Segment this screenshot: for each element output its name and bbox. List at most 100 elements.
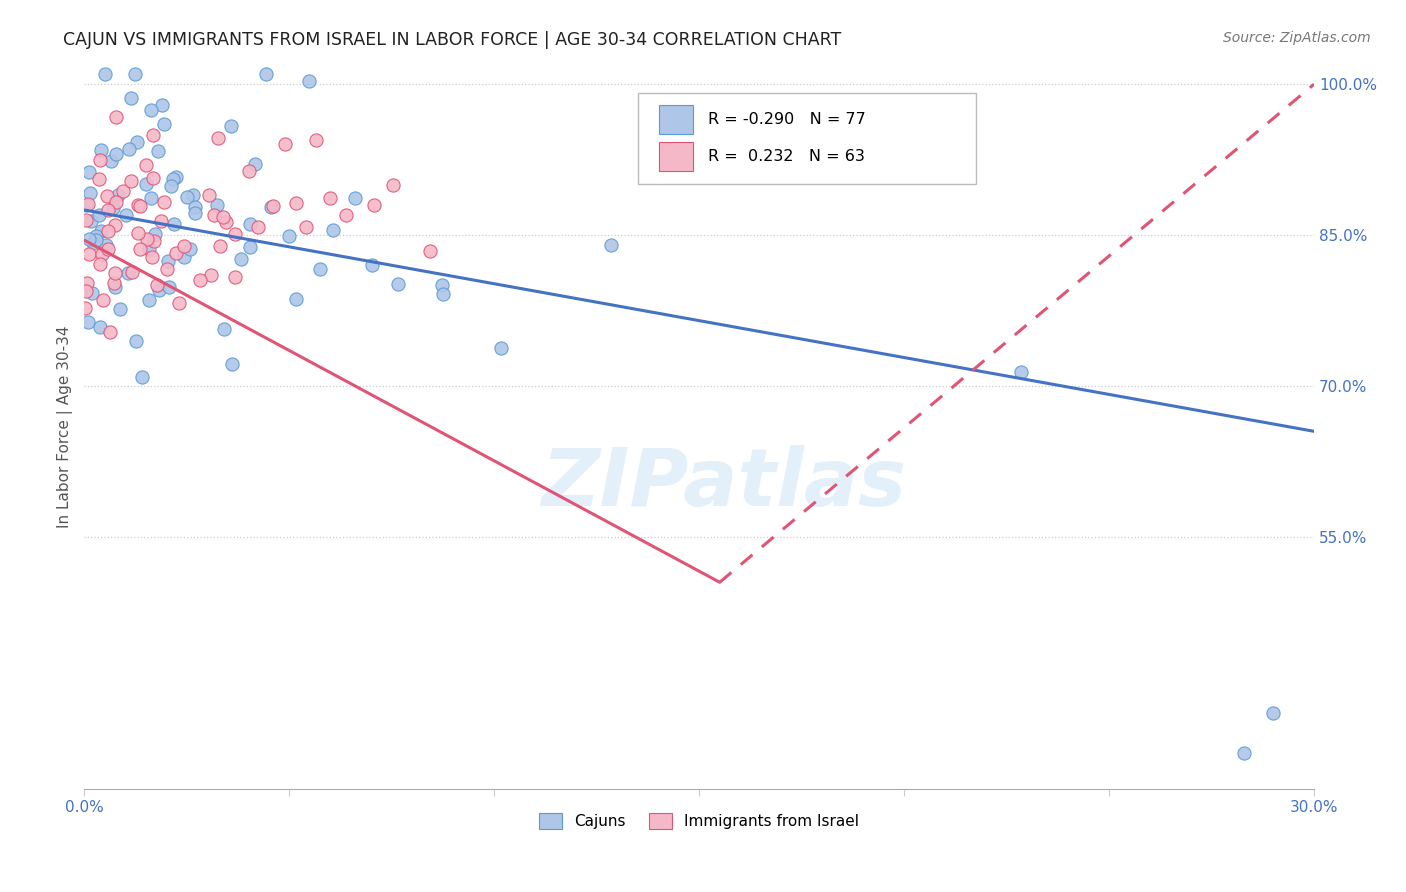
Point xyxy=(1233,747,1256,761)
Point xyxy=(207,131,229,145)
Point xyxy=(150,214,173,228)
Point xyxy=(96,238,118,252)
Point xyxy=(90,143,112,157)
Point xyxy=(163,218,186,232)
Point xyxy=(135,157,157,171)
Point xyxy=(184,206,207,220)
Point xyxy=(219,120,242,134)
FancyBboxPatch shape xyxy=(638,93,976,184)
Point xyxy=(1261,706,1284,720)
Point xyxy=(91,293,114,308)
Point xyxy=(181,188,204,202)
Point xyxy=(127,197,149,211)
Point xyxy=(100,325,122,339)
Point xyxy=(79,247,101,261)
Point xyxy=(143,234,166,248)
Point xyxy=(260,200,283,214)
Point xyxy=(363,198,385,212)
Point xyxy=(335,208,357,222)
Point xyxy=(197,188,219,202)
Point xyxy=(135,232,157,246)
Point xyxy=(105,146,128,161)
Point xyxy=(305,133,328,147)
Point xyxy=(135,178,157,192)
Point xyxy=(148,283,170,297)
Point xyxy=(142,171,165,186)
Point xyxy=(224,227,246,241)
Point xyxy=(239,217,262,231)
Point xyxy=(162,171,184,186)
Point xyxy=(254,67,277,81)
Point xyxy=(143,227,166,241)
Point xyxy=(104,280,127,294)
Point xyxy=(309,262,332,277)
Point xyxy=(214,321,236,335)
Point xyxy=(76,276,98,290)
Point xyxy=(247,220,270,235)
Point xyxy=(600,238,623,252)
Point xyxy=(274,137,297,152)
Point xyxy=(298,73,321,87)
Point xyxy=(73,301,96,315)
Point xyxy=(344,191,367,205)
Point xyxy=(202,208,225,222)
Point xyxy=(82,235,104,250)
Point xyxy=(89,319,111,334)
Point xyxy=(176,190,198,204)
Text: Source: ZipAtlas.com: Source: ZipAtlas.com xyxy=(1223,31,1371,45)
Point xyxy=(120,91,142,105)
Point xyxy=(120,174,142,188)
Point xyxy=(165,246,187,260)
Point xyxy=(97,202,120,217)
Point xyxy=(104,218,127,232)
Point xyxy=(75,198,97,212)
Point xyxy=(173,239,195,253)
Point xyxy=(76,315,98,329)
Point xyxy=(111,185,134,199)
Y-axis label: In Labor Force | Age 30-34: In Labor Force | Age 30-34 xyxy=(58,325,73,527)
Point xyxy=(87,172,110,186)
Point xyxy=(432,277,454,292)
Point xyxy=(382,178,405,192)
Point xyxy=(262,199,284,213)
Point xyxy=(200,268,222,283)
Point xyxy=(238,163,260,178)
Point xyxy=(80,214,103,228)
Point xyxy=(117,266,139,280)
Point xyxy=(243,157,266,171)
Point xyxy=(142,128,165,142)
Point xyxy=(77,165,100,179)
Point xyxy=(148,144,170,158)
Point xyxy=(156,262,179,277)
Point xyxy=(124,67,146,81)
Point xyxy=(91,247,114,261)
Point xyxy=(165,170,187,185)
Point xyxy=(89,153,111,168)
Point xyxy=(157,254,180,268)
Point xyxy=(118,142,141,156)
Point xyxy=(138,293,160,308)
Point xyxy=(104,110,127,124)
Point xyxy=(82,286,104,301)
Point xyxy=(84,229,107,244)
Point xyxy=(432,287,454,301)
Point xyxy=(224,269,246,284)
Point xyxy=(152,98,174,112)
Point xyxy=(239,240,262,254)
Point xyxy=(131,370,153,384)
Point xyxy=(205,197,228,211)
Point xyxy=(108,301,131,316)
Point xyxy=(128,243,150,257)
Point xyxy=(89,257,111,271)
Point xyxy=(77,232,100,246)
Point xyxy=(190,272,212,286)
Point xyxy=(129,199,152,213)
Point xyxy=(103,276,125,290)
Point xyxy=(387,277,409,291)
Point xyxy=(125,135,148,149)
Point xyxy=(173,250,195,264)
Point xyxy=(167,296,190,310)
Point xyxy=(101,201,124,215)
Point xyxy=(153,194,176,209)
Point xyxy=(76,197,98,211)
